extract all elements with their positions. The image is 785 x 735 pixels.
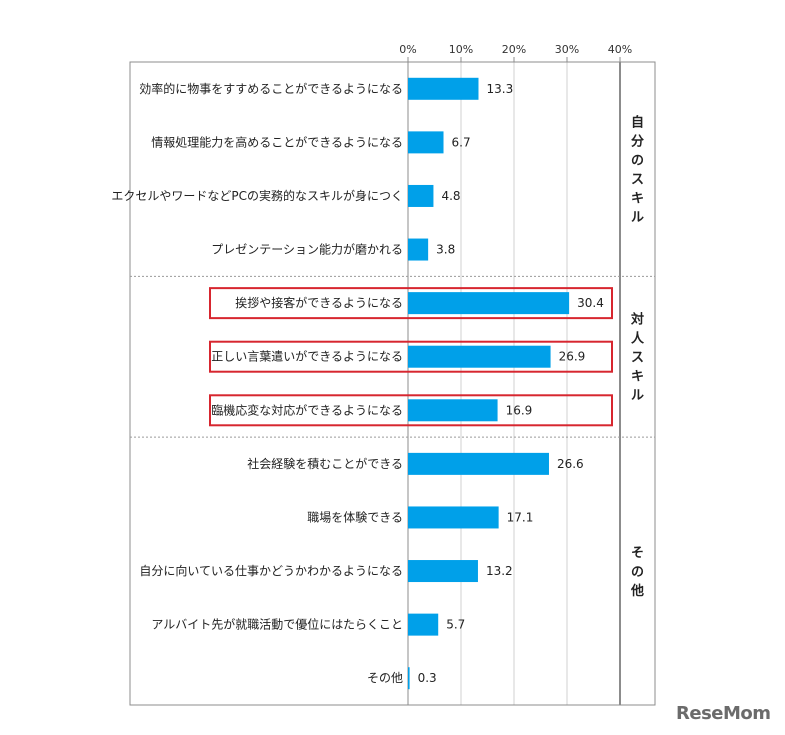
category-label: 社会経験を積むことができる [247,456,403,471]
tick-label: 40% [608,43,632,56]
category-label: 臨機応変な対応ができるようになる [211,402,403,417]
group-label-char: ス [631,173,644,188]
bar [408,131,444,154]
category-label: 自分に向いている仕事かどうかわかるようになる [139,563,403,578]
value-label: 4.8 [441,189,460,203]
value-label: 5.7 [446,618,465,632]
bar [408,452,549,475]
bar [408,345,551,368]
bar [408,292,570,315]
group-label-char: そ [631,546,644,561]
value-label: 26.6 [557,457,584,471]
bar [408,399,498,422]
bar [408,184,434,207]
value-label: 6.7 [452,135,471,149]
tick-label: 20% [502,43,526,56]
category-label: 情報処理能力を高めることができるようになる [151,134,403,149]
bar [408,560,478,583]
group-label-char: ル [631,389,644,404]
tick-label: 10% [449,43,473,56]
group-label-char: ル [631,211,644,226]
highlight-box [209,340,613,373]
bar [408,667,410,690]
group-label-char: キ [631,370,644,385]
tick-label: 30% [555,43,579,56]
category-label: アルバイト先が就職活動で優位にはたらくこと [151,617,403,632]
value-label: 30.4 [577,296,604,310]
group-label-char: 分 [631,134,644,150]
category-label: 職場を体験できる [307,509,403,524]
value-label: 0.3 [418,671,437,685]
value-label: 16.9 [506,403,533,417]
value-label: 3.8 [436,243,455,257]
category-label: その他 [367,671,403,685]
category-label: エクセルやワードなどPCの実務的なスキルが身につく [111,188,403,203]
group-label-char: 自 [631,115,644,131]
category-label: プレゼンテーション能力が磨かれる [211,242,403,257]
resemom-logo: ReseMom [676,703,771,724]
group-label-char: ス [631,351,644,366]
category-label: 正しい言葉遣いができるようになる [211,349,403,364]
bar [408,238,429,261]
bar [408,506,499,529]
highlight-box [209,394,613,427]
group-label-char: 他 [630,583,644,599]
value-label: 17.1 [507,510,534,524]
bar [408,77,479,100]
group-label-char: の [631,154,644,169]
highlight-box [209,287,613,320]
group-label-char: 対 [630,312,644,328]
value-label: 13.2 [486,564,513,578]
chart-frame [129,61,656,706]
value-label: 26.9 [559,350,586,364]
group-label-char: 人 [631,331,645,347]
category-label: 挨拶や接客ができるようになる [235,295,403,310]
group-label-char: の [631,565,644,580]
tick-label: 0% [399,43,416,56]
category-label: 効率的に物事をすすめることができるようになる [139,81,403,96]
bar [408,613,439,636]
group-label-char: キ [631,192,644,207]
value-label: 13.3 [486,82,513,96]
